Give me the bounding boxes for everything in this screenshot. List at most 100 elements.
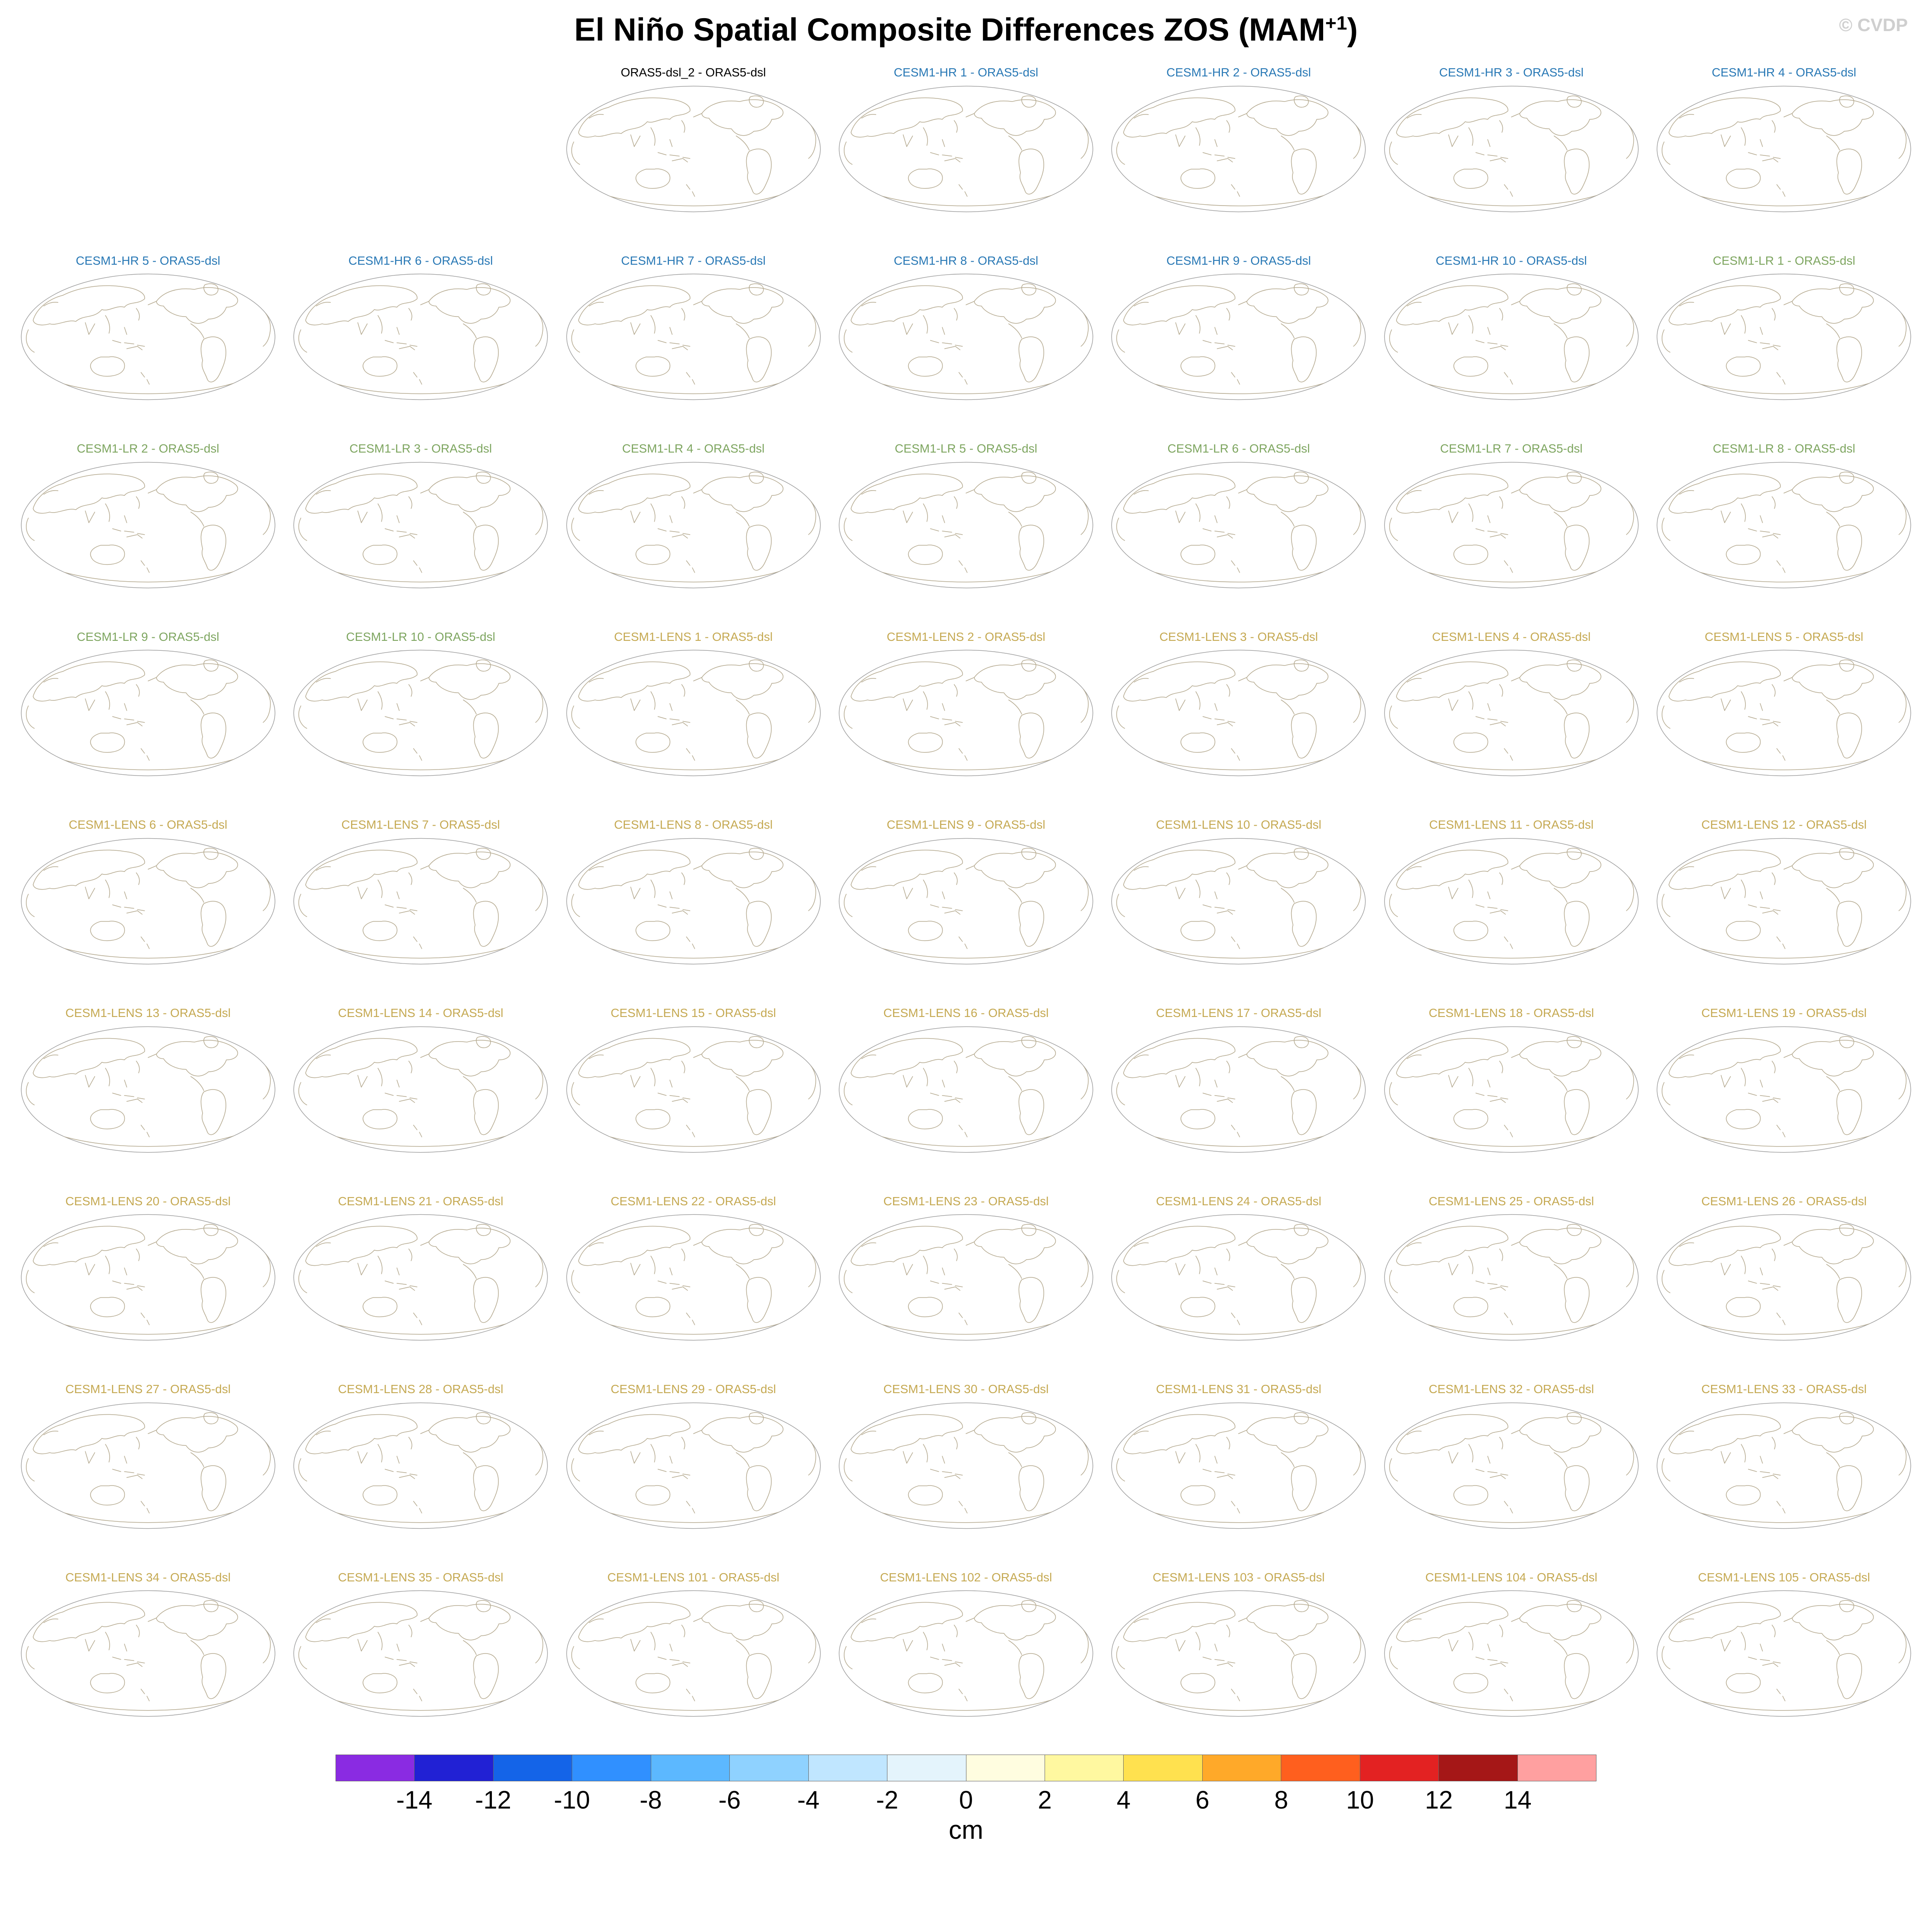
world-map bbox=[18, 1399, 279, 1532]
world-map bbox=[836, 1211, 1096, 1344]
world-map bbox=[1381, 835, 1642, 968]
panel-title: ORAS5-dsl_2 - ORAS5-dsl bbox=[621, 66, 766, 79]
page-title-text: El Niño Spatial Composite Differences ZO… bbox=[574, 12, 1325, 48]
page-title-suffix: ) bbox=[1347, 12, 1358, 48]
world-map bbox=[1381, 459, 1642, 592]
map-panel: CESM1-HR 10 - ORAS5-dsl bbox=[1375, 253, 1647, 404]
world-map bbox=[1108, 82, 1369, 215]
colorbar-segment bbox=[651, 1755, 730, 1781]
world-map bbox=[1653, 459, 1914, 592]
colorbar-tick-label: 12 bbox=[1425, 1786, 1453, 1815]
world-map bbox=[1108, 1587, 1369, 1720]
world-map bbox=[1108, 1399, 1369, 1532]
world-map bbox=[563, 1023, 824, 1156]
panel-title: CESM1-LENS 13 - ORAS5-dsl bbox=[65, 1006, 231, 1020]
panel-title: CESM1-LENS 30 - ORAS5-dsl bbox=[883, 1382, 1049, 1396]
panel-title: CESM1-HR 4 - ORAS5-dsl bbox=[1712, 66, 1856, 79]
map-panel: CESM1-HR 2 - ORAS5-dsl bbox=[1102, 65, 1375, 215]
map-panel: CESM1-LENS 27 - ORAS5-dsl bbox=[12, 1382, 284, 1532]
map-panel: CESM1-LENS 16 - ORAS5-dsl bbox=[830, 1006, 1102, 1156]
colorbar-segment bbox=[1202, 1755, 1282, 1781]
map-panel: CESM1-LENS 13 - ORAS5-dsl bbox=[12, 1006, 284, 1156]
panel-title: CESM1-HR 1 - ORAS5-dsl bbox=[893, 66, 1039, 79]
map-panel: CESM1-LENS 32 - ORAS5-dsl bbox=[1375, 1382, 1647, 1532]
panel-title: CESM1-LENS 33 - ORAS5-dsl bbox=[1701, 1382, 1867, 1396]
page-header: El Niño Spatial Composite Differences ZO… bbox=[0, 0, 1932, 48]
map-panel: CESM1-LENS 15 - ORAS5-dsl bbox=[557, 1006, 830, 1156]
panel-title: CESM1-LR 3 - ORAS5-dsl bbox=[349, 442, 492, 456]
world-map bbox=[1381, 82, 1642, 215]
world-map bbox=[1108, 646, 1369, 779]
map-panel: CESM1-LENS 2 - ORAS5-dsl bbox=[830, 630, 1102, 780]
world-map bbox=[18, 1211, 279, 1344]
panel-title: CESM1-LENS 11 - ORAS5-dsl bbox=[1429, 818, 1594, 832]
map-panel: CESM1-LENS 23 - ORAS5-dsl bbox=[830, 1194, 1102, 1344]
colorbar-tick-label: -4 bbox=[797, 1786, 820, 1815]
panel-title: CESM1-LENS 35 - ORAS5-dsl bbox=[338, 1570, 504, 1584]
world-map bbox=[18, 835, 279, 968]
panel-title: CESM1-LENS 27 - ORAS5-dsl bbox=[65, 1382, 231, 1396]
world-map bbox=[18, 270, 279, 403]
world-map bbox=[836, 459, 1096, 592]
world-map bbox=[18, 1587, 279, 1720]
panel-title: CESM1-LENS 7 - ORAS5-dsl bbox=[341, 818, 500, 832]
colorbar-segment bbox=[1360, 1755, 1439, 1781]
world-map bbox=[1108, 270, 1369, 403]
panel-title: CESM1-LENS 103 - ORAS5-dsl bbox=[1153, 1570, 1325, 1584]
world-map bbox=[836, 270, 1096, 403]
world-map bbox=[290, 270, 551, 403]
panel-title: CESM1-HR 2 - ORAS5-dsl bbox=[1166, 66, 1311, 79]
panel-title: CESM1-LR 10 - ORAS5-dsl bbox=[346, 630, 495, 643]
map-panel: CESM1-HR 1 - ORAS5-dsl bbox=[830, 65, 1102, 215]
world-map bbox=[1653, 835, 1914, 968]
colorbar-tick-label: 2 bbox=[1038, 1786, 1052, 1815]
panel-title: CESM1-LR 7 - ORAS5-dsl bbox=[1440, 442, 1583, 456]
colorbar-tick-label: -12 bbox=[475, 1786, 511, 1815]
world-map bbox=[1653, 1023, 1914, 1156]
map-panel: CESM1-LENS 29 - ORAS5-dsl bbox=[557, 1382, 830, 1532]
world-map bbox=[836, 1399, 1096, 1532]
colorbar-tick-label: 10 bbox=[1346, 1786, 1374, 1815]
map-panel: CESM1-LENS 101 - ORAS5-dsl bbox=[557, 1570, 830, 1720]
map-panel: CESM1-LR 6 - ORAS5-dsl bbox=[1102, 441, 1375, 592]
map-panel: CESM1-LR 8 - ORAS5-dsl bbox=[1648, 441, 1920, 592]
panel-title: CESM1-LR 6 - ORAS5-dsl bbox=[1167, 442, 1310, 456]
colorbar-tick-label: -8 bbox=[640, 1786, 662, 1815]
map-panel: CESM1-LENS 18 - ORAS5-dsl bbox=[1375, 1006, 1647, 1156]
panel-title: CESM1-LR 1 - ORAS5-dsl bbox=[1713, 253, 1856, 267]
world-map bbox=[563, 1587, 824, 1720]
panel-title: CESM1-LENS 17 - ORAS5-dsl bbox=[1156, 1006, 1321, 1020]
colorbar-segments bbox=[336, 1755, 1596, 1782]
page-title: El Niño Spatial Composite Differences ZO… bbox=[0, 11, 1932, 48]
world-map bbox=[290, 1587, 551, 1720]
map-panel: CESM1-LENS 28 - ORAS5-dsl bbox=[284, 1382, 557, 1532]
map-panel: CESM1-HR 5 - ORAS5-dsl bbox=[12, 253, 284, 404]
world-map bbox=[836, 82, 1096, 215]
colorbar-tick-label: -2 bbox=[876, 1786, 899, 1815]
page-title-superscript: +1 bbox=[1325, 13, 1347, 34]
map-panel: CESM1-LENS 9 - ORAS5-dsl bbox=[830, 817, 1102, 968]
world-map bbox=[1381, 646, 1642, 779]
map-panel: CESM1-HR 3 - ORAS5-dsl bbox=[1375, 65, 1647, 215]
panel-title: CESM1-LENS 34 - ORAS5-dsl bbox=[65, 1570, 231, 1584]
panel-title: CESM1-LENS 32 - ORAS5-dsl bbox=[1428, 1382, 1594, 1396]
panel-title: CESM1-LENS 8 - ORAS5-dsl bbox=[614, 818, 773, 832]
panel-title: CESM1-LENS 16 - ORAS5-dsl bbox=[883, 1006, 1049, 1020]
panel-title: CESM1-LENS 15 - ORAS5-dsl bbox=[611, 1006, 776, 1020]
world-map bbox=[1653, 82, 1914, 215]
map-panel: CESM1-LENS 24 - ORAS5-dsl bbox=[1102, 1194, 1375, 1344]
world-map bbox=[1381, 1023, 1642, 1156]
panel-title: CESM1-HR 5 - ORAS5-dsl bbox=[76, 253, 220, 267]
map-panel: CESM1-LENS 105 - ORAS5-dsl bbox=[1648, 1570, 1920, 1720]
map-panel: CESM1-LENS 3 - ORAS5-dsl bbox=[1102, 630, 1375, 780]
map-panel: CESM1-LENS 31 - ORAS5-dsl bbox=[1102, 1382, 1375, 1532]
colorbar: -14 -12 -10 -8 -6 -4 -2 0 2 4 6 8 10 12 14 cm bbox=[336, 1755, 1596, 1845]
map-panel: CESM1-LENS 25 - ORAS5-dsl bbox=[1375, 1194, 1647, 1344]
world-map bbox=[563, 459, 824, 592]
map-panel: CESM1-LR 4 - ORAS5-dsl bbox=[557, 441, 830, 592]
maps-grid: ORAS5-dsl_2 - ORAS5-dsl CESM1-HR 1 - ORA… bbox=[12, 65, 1920, 1720]
panel-title: CESM1-LENS 24 - ORAS5-dsl bbox=[1156, 1194, 1321, 1208]
map-panel: CESM1-LENS 21 - ORAS5-dsl bbox=[284, 1194, 557, 1344]
colorbar-segment bbox=[1281, 1755, 1360, 1781]
world-map bbox=[18, 459, 279, 592]
